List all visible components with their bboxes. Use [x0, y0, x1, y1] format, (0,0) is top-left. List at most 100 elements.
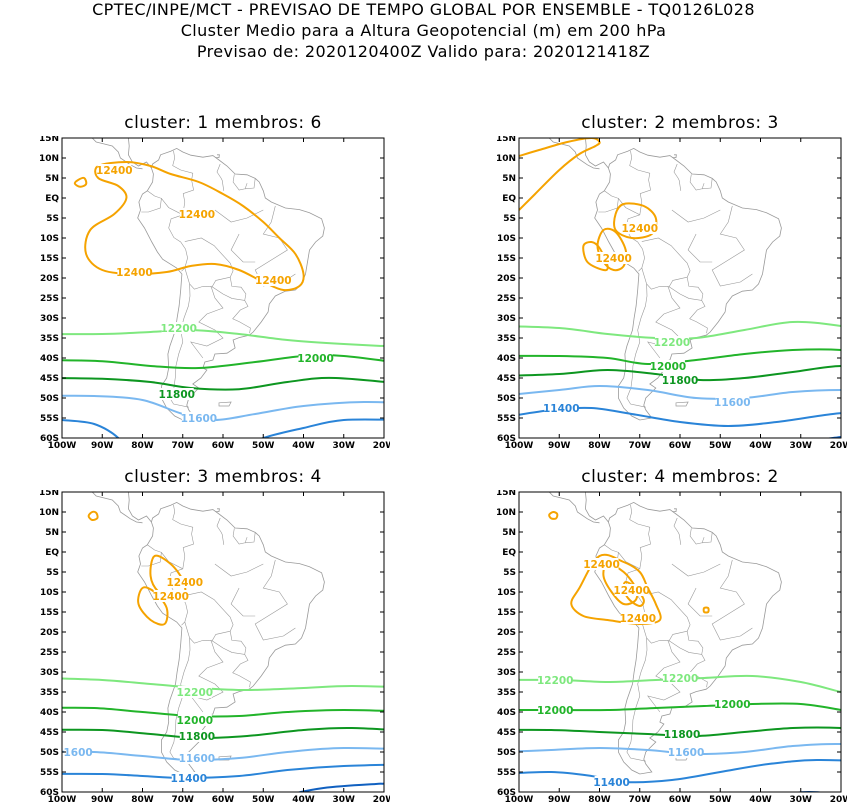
contour-label-bg [584, 558, 619, 570]
lat-tick-label: 60S [497, 788, 516, 798]
country-border [184, 237, 234, 278]
country-border [245, 532, 256, 544]
contour-label: 12400 [613, 585, 650, 597]
contour-label-bg [665, 728, 700, 740]
contour-label-bg [153, 590, 188, 602]
contour-label-bg [650, 360, 685, 372]
lat-tick-label: 60S [497, 434, 516, 444]
contour-label: 12000 [714, 699, 751, 711]
contour-label: 11400 [543, 403, 580, 415]
contour-line [519, 758, 841, 784]
lat-tick-label: 20S [497, 628, 516, 638]
lat-tick-label: 10N [39, 154, 59, 164]
lat-tick-label: 35S [497, 688, 516, 698]
lat-tick-label: 50S [40, 394, 59, 404]
panel-3-title: cluster: 3 membros: 4 [124, 467, 322, 487]
lon-tick-label: 100W [48, 441, 77, 451]
lat-tick-label: 35S [497, 334, 516, 344]
lon-tick-label: 100W [505, 441, 534, 451]
contour-label-bg [179, 730, 214, 742]
country-border [641, 267, 688, 290]
contour-label: 12000 [297, 353, 334, 365]
contour-label-bg [614, 584, 649, 596]
contour-label: 11800 [179, 731, 216, 743]
lon-tick-label: 30W [333, 795, 356, 803]
contour-label: 12000 [650, 361, 687, 373]
country-border [711, 559, 753, 641]
lat-tick-label: 55S [497, 768, 516, 778]
central-america-pacific-coast [91, 492, 143, 524]
lat-tick-label: 45S [497, 728, 516, 738]
contour-label: 12200 [662, 673, 699, 685]
lon-tick-label: 70W [172, 441, 195, 451]
contour-label-bg [181, 412, 216, 424]
lon-tick-label: 70W [172, 795, 195, 803]
lat-tick-label: 10N [496, 154, 516, 164]
lat-tick-label: 30S [40, 314, 59, 324]
contour-label: 12200 [160, 323, 197, 335]
contour-line [519, 364, 841, 382]
lat-tick-label: 55S [40, 414, 59, 424]
header-line-2: Cluster Medio para a Altura Geopotencial… [180, 21, 667, 40]
lat-tick-label: EQ [45, 194, 59, 204]
contour-label: 12200 [537, 675, 574, 687]
country-border [211, 277, 247, 301]
lon-tick-label: 80W [588, 795, 611, 803]
lat-tick-label: 10S [497, 234, 516, 244]
lon-tick-label: 50W [709, 795, 732, 803]
country-border [629, 150, 651, 215]
country-border [214, 563, 264, 577]
contour-label: 12400 [96, 165, 133, 177]
lat-tick-label: 40S [40, 354, 59, 364]
lat-tick-label: 10N [39, 508, 59, 518]
contour-line [548, 510, 559, 520]
lat-tick-label: 45S [40, 374, 59, 384]
lat-tick-label: 30S [497, 314, 516, 324]
contour-label-bg [663, 672, 697, 684]
lat-tick-label: 25S [40, 294, 59, 304]
country-border [641, 237, 691, 278]
contour-label: 12000 [537, 705, 574, 717]
lat-tick-label: 40S [40, 708, 59, 718]
contour-line [295, 782, 384, 792]
contour-line [62, 353, 384, 370]
lon-tick-label: 60W [669, 441, 692, 451]
lon-tick-label: 50W [252, 795, 275, 803]
lat-tick-label: EQ [502, 548, 516, 558]
country-border [190, 639, 224, 713]
map-panel-3: 1240012400122001200011800116001600114001… [39, 490, 390, 803]
falkland-islands [675, 401, 689, 407]
country-border [254, 559, 296, 641]
map-frame [61, 491, 385, 793]
lat-tick-label: 15S [497, 254, 516, 264]
lat-tick-label: 5S [46, 214, 59, 224]
country-border [671, 563, 721, 577]
contour-label-bg [538, 674, 573, 686]
contour-line [519, 385, 841, 400]
lat-tick-label: 45S [40, 728, 59, 738]
lat-tick-label: 50S [497, 394, 516, 404]
country-border [687, 233, 713, 263]
contour-line [519, 320, 841, 340]
contour-label-bg [715, 698, 750, 710]
contour-label-bg [177, 714, 212, 726]
central-america-coastline [127, 492, 152, 523]
contour-label: 12400 [619, 613, 656, 625]
panel-4-title: cluster: 4 membros: 2 [581, 467, 779, 487]
contour-label-bg [179, 752, 214, 764]
map-area: 12400 12400 12200 12000 11800 11600 11400 [519, 138, 841, 438]
country-border [689, 528, 705, 545]
country-border [232, 174, 248, 191]
contour-label-bg [663, 374, 697, 386]
country-border [618, 198, 640, 216]
country-border [161, 198, 183, 216]
contour-label: 12400 [179, 209, 216, 221]
contour-label-bg [596, 252, 631, 264]
country-border [673, 517, 682, 545]
contour-line [519, 348, 841, 366]
country-border [216, 517, 225, 545]
map-panel-2: 12400 12400 12200 12000 11800 11600 11400 15N 10… [496, 136, 847, 451]
lat-tick-label: 5N [45, 174, 59, 184]
lon-tick-label: 70W [629, 795, 652, 803]
central-america-pacific-coast [91, 138, 143, 170]
